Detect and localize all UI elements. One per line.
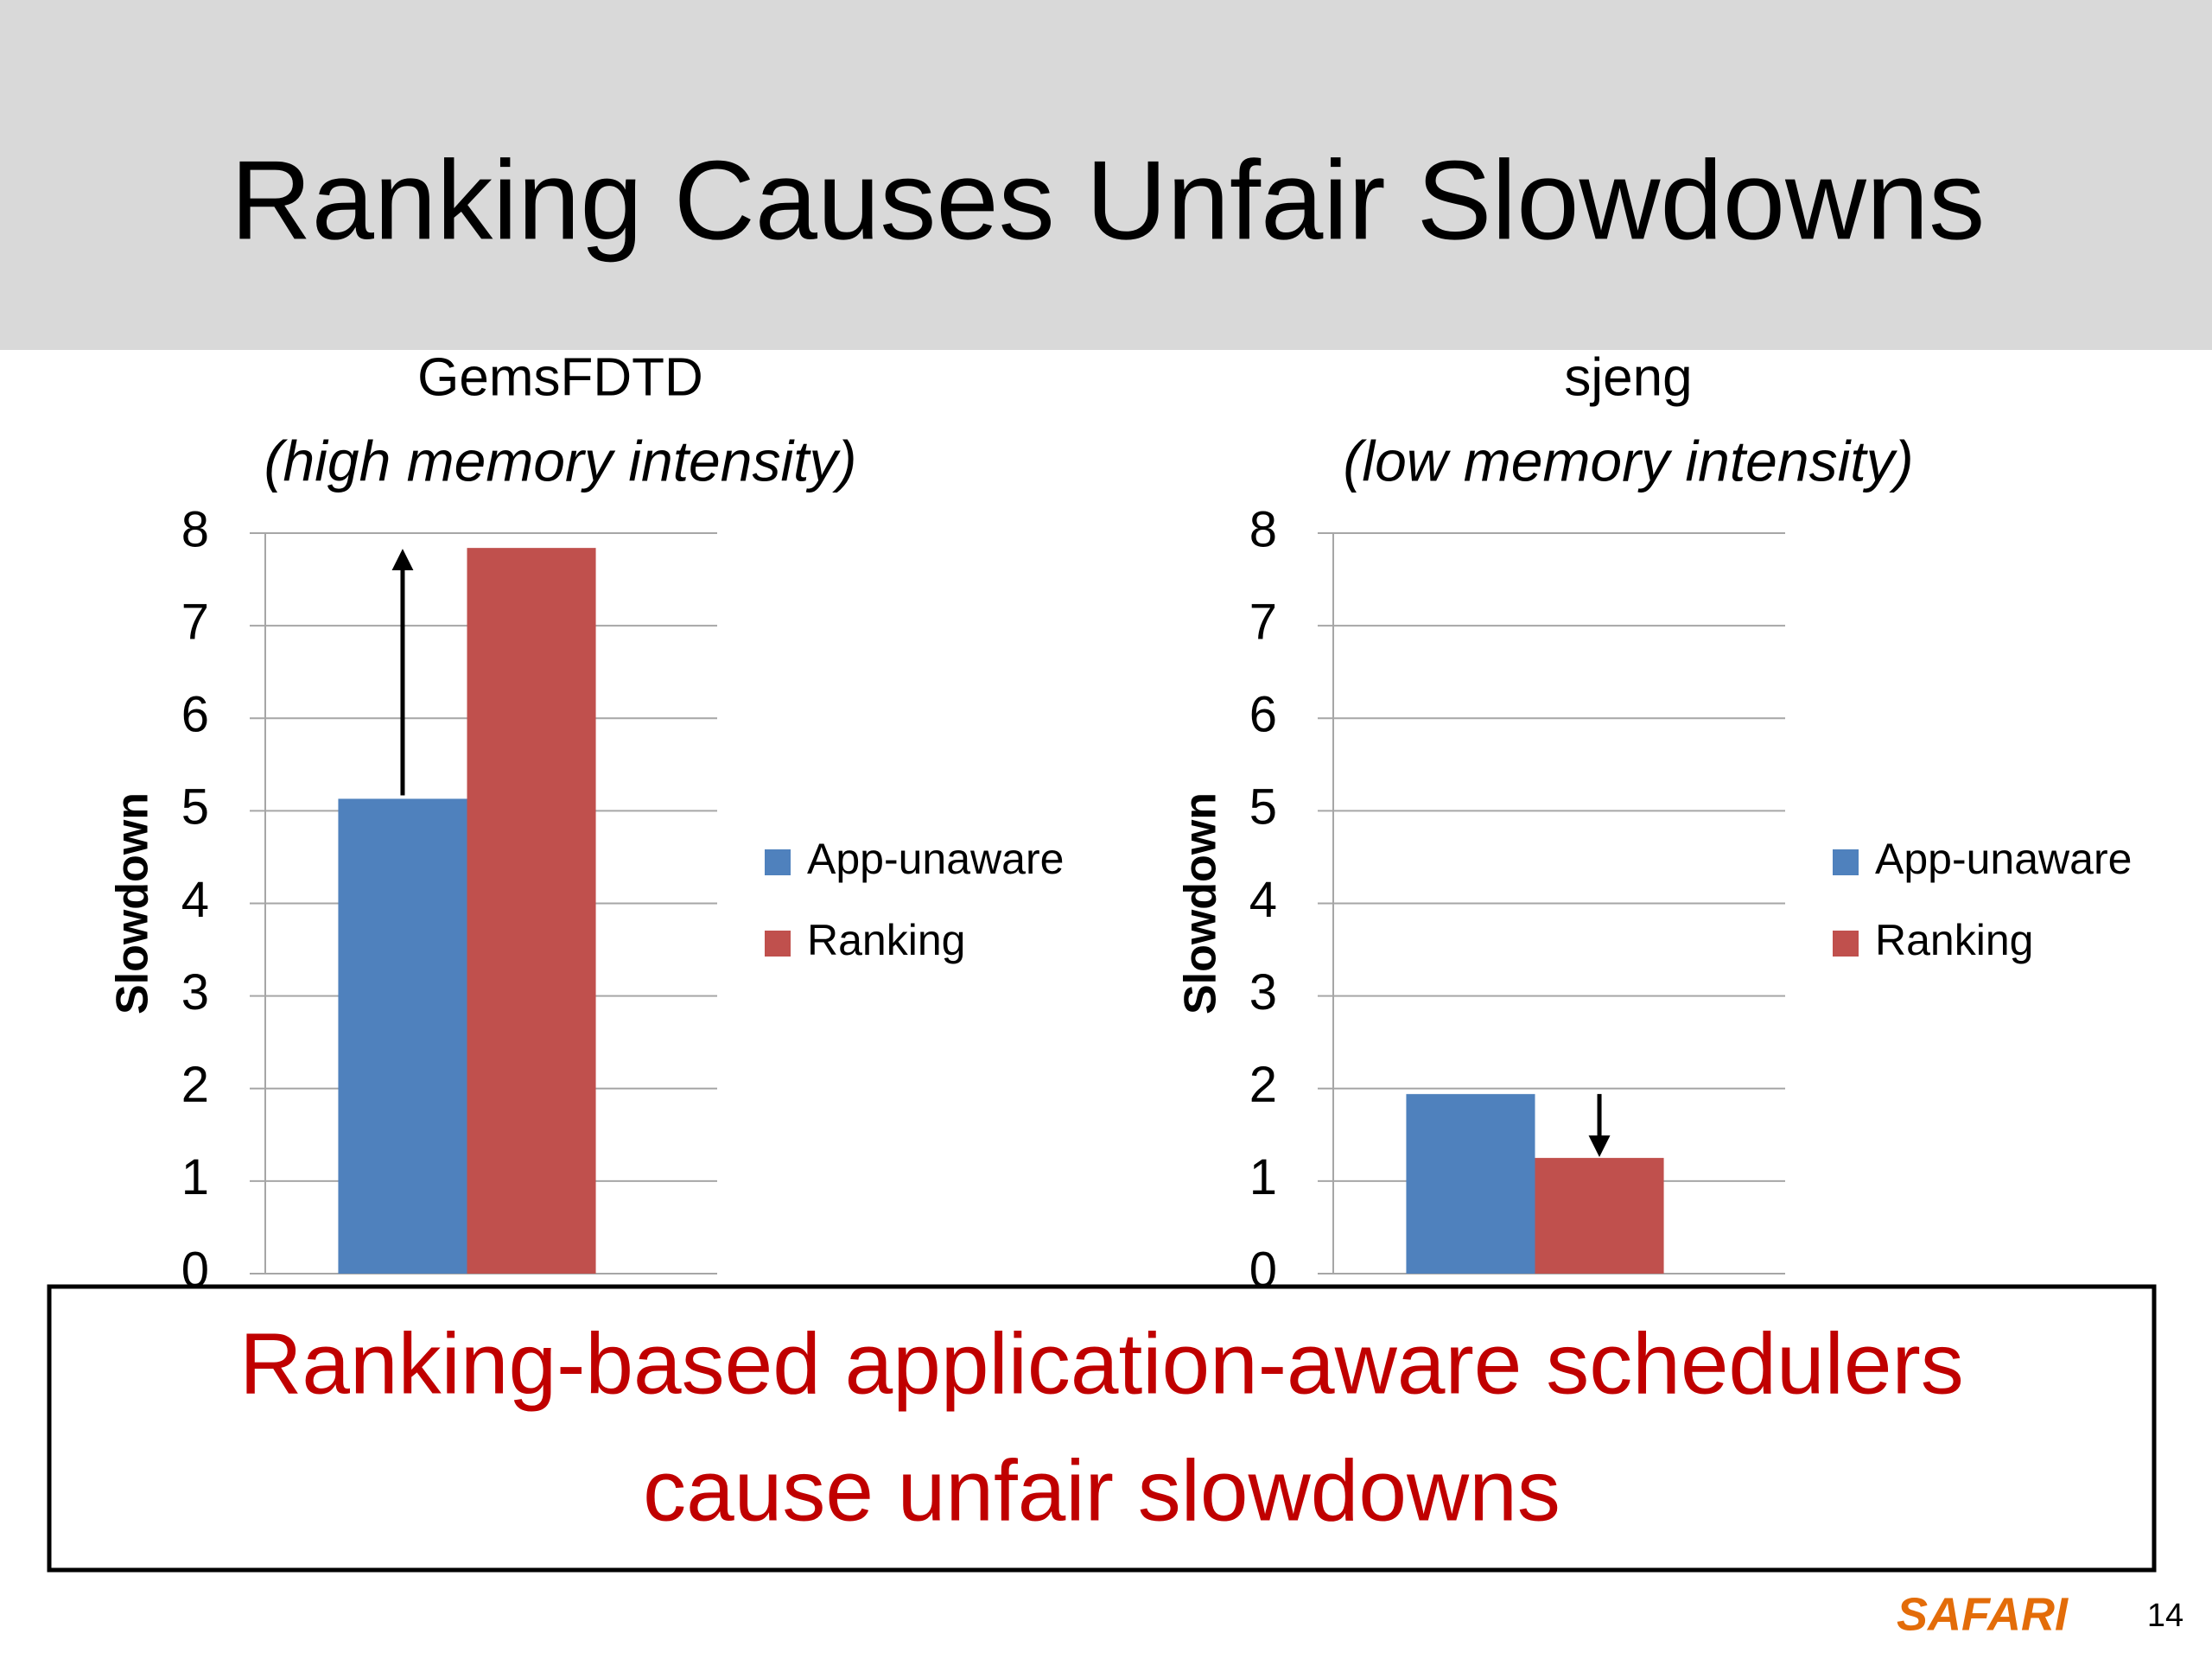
legend-swatch	[1833, 849, 1859, 875]
y-tick-label: 2	[181, 1057, 209, 1113]
chart-title: GemsFDTD	[417, 347, 703, 407]
bar	[338, 798, 467, 1274]
page-number: 14	[2147, 1598, 2183, 1634]
legend-label: Ranking	[1875, 916, 2033, 964]
header-band	[0, 0, 2212, 350]
slide-title: Ranking Causes Unfair Slowdowns	[231, 137, 1985, 263]
y-tick-label: 2	[1249, 1057, 1277, 1113]
y-axis-label: Slowdown	[108, 792, 158, 1014]
y-tick-label: 5	[181, 779, 209, 836]
callout-text: Ranking-based application-aware schedule…	[239, 1315, 1964, 1412]
legend-label: Ranking	[807, 916, 965, 964]
callout-text: cause unfair slowdowns	[643, 1442, 1560, 1539]
chart-subtitle: (low memory intensity)	[1343, 429, 1913, 493]
bar	[1535, 1158, 1664, 1274]
callout-box	[47, 1284, 2157, 1573]
bar	[467, 548, 596, 1274]
chart: GemsFDTD(high memory intensity)Slowdown0…	[108, 347, 1065, 1298]
legend-label: App-unaware	[1875, 835, 2132, 883]
legend-swatch	[1833, 931, 1859, 957]
y-tick-label: 6	[1249, 687, 1277, 743]
bar	[1406, 1094, 1535, 1274]
legend-label: App-unaware	[807, 835, 1064, 883]
y-tick-label: 5	[1249, 779, 1277, 836]
charts: GemsFDTD(high memory intensity)Slowdown0…	[108, 347, 2133, 1298]
y-axis-label: Slowdown	[1176, 792, 1226, 1014]
logo: SAFARI	[1897, 1588, 2069, 1640]
chart: sjeng(low memory intensity)Slowdown01234…	[1176, 347, 2133, 1298]
y-tick-label: 1	[181, 1149, 209, 1205]
y-tick-label: 4	[181, 872, 209, 928]
y-tick-label: 6	[181, 687, 209, 743]
legend-swatch	[765, 849, 791, 875]
legend-swatch	[765, 931, 791, 957]
y-tick-label: 3	[1249, 964, 1277, 1020]
y-tick-label: 3	[181, 964, 209, 1020]
chart-subtitle: (high memory intensity)	[264, 429, 857, 493]
y-tick-label: 7	[1249, 594, 1277, 650]
chart-title: sjeng	[1564, 347, 1692, 407]
y-tick-label: 7	[181, 594, 209, 650]
y-tick-label: 4	[1249, 872, 1277, 928]
y-tick-label: 1	[1249, 1149, 1277, 1205]
callout: Ranking-based application-aware schedule…	[47, 1284, 2157, 1573]
y-tick-label: 8	[181, 501, 209, 557]
y-tick-label: 8	[1249, 501, 1277, 557]
